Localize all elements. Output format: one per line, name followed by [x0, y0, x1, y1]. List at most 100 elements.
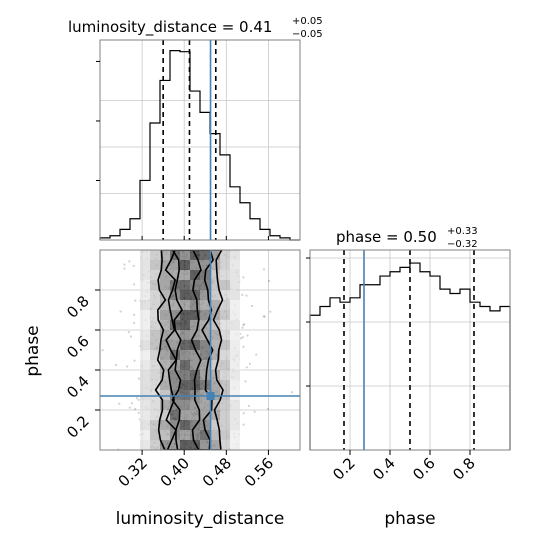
sample-point — [243, 323, 246, 326]
lum-xtick-label-1: 0.32 — [115, 454, 151, 490]
lum-dist-title-plus: +0.05 — [292, 16, 323, 27]
density-cell — [220, 410, 230, 420]
density-cell — [160, 270, 170, 280]
sample-point — [241, 336, 244, 339]
density-cell — [160, 350, 170, 360]
sample-point — [134, 408, 137, 411]
density-cell — [180, 310, 190, 320]
sample-point — [242, 345, 245, 348]
density-cell — [160, 440, 170, 450]
density-cell — [230, 260, 240, 270]
density-cell — [220, 290, 230, 300]
density-cell — [140, 300, 150, 310]
bg-lum-hist — [100, 40, 300, 240]
density-cell — [230, 430, 240, 440]
density-cell — [150, 330, 160, 340]
density-cell — [150, 390, 160, 400]
density-cell — [170, 440, 180, 450]
density-cell — [150, 360, 160, 370]
phase-ytick-label-2: 0.4 — [63, 372, 93, 402]
density-cell — [200, 350, 210, 360]
joint-truth-marker — [206, 392, 215, 400]
sample-point — [130, 402, 134, 405]
density-cell — [220, 440, 230, 450]
density-cell — [230, 310, 240, 320]
sample-point — [133, 283, 136, 286]
density-cell — [200, 400, 210, 410]
phase-title: phase = 0.50 — [336, 228, 437, 246]
density-cell — [220, 320, 230, 330]
density-cell — [190, 440, 200, 450]
density-cell — [180, 350, 190, 360]
sample-point — [101, 349, 104, 352]
density-cell — [200, 440, 210, 450]
density-cell — [230, 300, 240, 310]
lum-xtick-label-2: 0.40 — [157, 454, 193, 490]
density-cell — [180, 300, 190, 310]
density-cell — [180, 440, 190, 450]
density-cell — [160, 250, 170, 260]
density-cell — [200, 370, 210, 380]
density-cell — [160, 310, 170, 320]
density-cell — [230, 320, 240, 330]
density-cell — [210, 300, 220, 310]
density-cell — [230, 380, 240, 390]
sample-point — [115, 363, 118, 367]
density-cell — [160, 330, 170, 340]
density-cell — [200, 360, 210, 370]
density-cell — [170, 270, 180, 280]
sample-point — [137, 377, 141, 380]
sample-point — [253, 410, 256, 413]
density-cell — [140, 290, 150, 300]
density-cell — [190, 360, 200, 370]
density-cell — [190, 410, 200, 420]
density-cell — [140, 250, 150, 260]
density-cell — [170, 410, 180, 420]
density-cell — [190, 310, 200, 320]
density-cell — [180, 280, 190, 290]
lum-dist-title-main: luminosity_distance = 0.41 — [68, 18, 272, 37]
phase-ytick-label-1: 0.2 — [63, 412, 93, 442]
density-cell — [170, 290, 180, 300]
density-cell — [150, 420, 160, 430]
frame-phase-hist — [309, 249, 511, 451]
sample-point — [137, 411, 140, 414]
density-cell — [140, 350, 150, 360]
density-cell — [150, 300, 160, 310]
density-cell — [140, 330, 150, 340]
density-cell — [220, 270, 230, 280]
density-cell — [230, 410, 240, 420]
panel-frames — [99, 39, 511, 451]
density-cell — [210, 380, 220, 390]
density-cell — [140, 390, 150, 400]
density-cell — [170, 330, 180, 340]
sample-point — [129, 335, 132, 338]
phase-title-minus: −0.32 — [447, 239, 478, 250]
sample-point — [123, 267, 126, 270]
sample-point — [242, 324, 245, 327]
lum-dist-title-minus: −0.05 — [292, 29, 323, 40]
density-cell — [150, 430, 160, 440]
density-cell — [170, 300, 180, 310]
density-cell — [180, 360, 190, 370]
density-cell — [140, 440, 150, 450]
density-cell — [220, 250, 230, 260]
density-cell — [140, 320, 150, 330]
sample-point — [119, 310, 122, 313]
density-cell — [200, 260, 210, 270]
density-cell — [210, 390, 220, 400]
density-cell — [180, 400, 190, 410]
density-cell — [150, 310, 160, 320]
sample-point — [242, 276, 245, 279]
sample-point — [118, 402, 121, 405]
density-cell — [210, 420, 220, 430]
sample-point — [241, 293, 244, 296]
density-cell — [190, 270, 200, 280]
density-cell — [140, 360, 150, 370]
density-cell — [230, 280, 240, 290]
density-cell — [140, 280, 150, 290]
density-cell — [160, 370, 170, 380]
density-cell — [160, 280, 170, 290]
phase-xtick-label-3: 0.6 — [409, 454, 439, 484]
density-cell — [190, 300, 200, 310]
